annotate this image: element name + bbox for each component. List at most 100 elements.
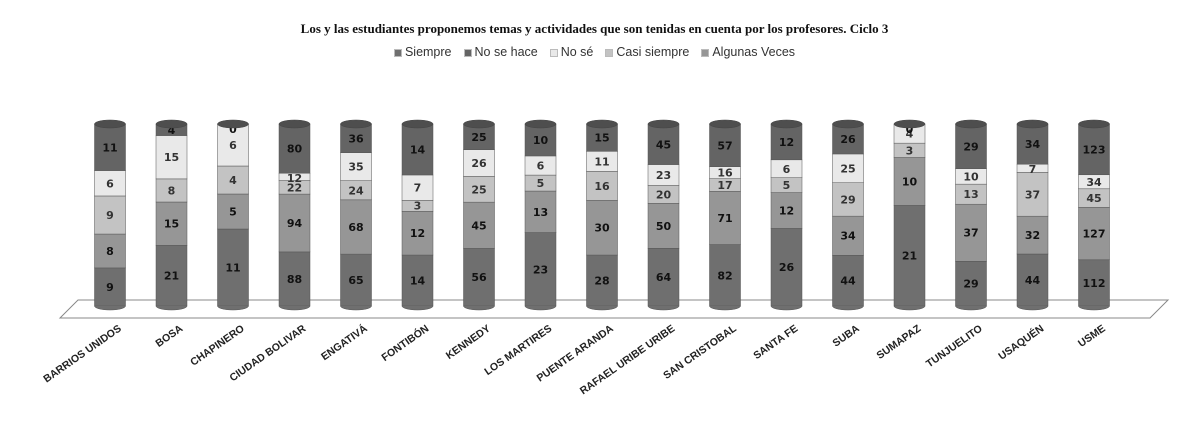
legend-item-no-se: No sé — [549, 45, 594, 59]
bar-bosa: 21 15 8 15 4 — [155, 119, 188, 311]
segment-algunas-veces — [217, 193, 249, 230]
data-label: 5 — [783, 179, 791, 192]
data-label: 5 — [537, 177, 545, 190]
data-label: 88 — [287, 273, 302, 286]
segment-siempre — [155, 245, 188, 307]
cylinder-base — [647, 305, 680, 311]
data-label: 4 — [168, 124, 176, 137]
segment-no-se-hace — [463, 123, 495, 150]
cylinder-cap — [1016, 119, 1049, 129]
legend-item-siempre: Siempre — [393, 45, 452, 59]
segment-no-se-hace — [586, 123, 618, 152]
cylinder-base — [463, 305, 495, 311]
segment-no-se — [217, 123, 249, 167]
legend-item-casi-siempre: Casi siempre — [605, 45, 689, 59]
data-label: 30 — [594, 222, 610, 235]
data-label: 28 — [594, 275, 609, 288]
category-label: ENGATIVÁ — [318, 322, 370, 364]
segment-no-se-hace — [647, 123, 680, 165]
segment-siempre — [1016, 253, 1049, 307]
segment-algunas-veces — [647, 203, 680, 249]
segment-no-se — [340, 152, 372, 181]
data-label: 13 — [963, 188, 978, 201]
segment-algunas-veces — [1016, 215, 1049, 255]
segment-no-se-hace — [1016, 123, 1049, 165]
cylinder-base — [340, 305, 372, 311]
bar-usme: 112 127 45 34 123 — [1078, 119, 1110, 311]
category-label: BARRIOS UNIDOS — [41, 323, 123, 386]
data-label: 82 — [717, 269, 732, 282]
data-label: 16 — [594, 180, 610, 193]
data-label: 11 — [225, 262, 240, 275]
legend-swatch — [605, 48, 614, 57]
data-label: 11 — [102, 141, 117, 154]
data-label: 4 — [906, 128, 914, 141]
segment-casi-siempre — [586, 171, 618, 201]
cylinder-cap — [524, 119, 557, 129]
segment-siempre — [94, 267, 126, 307]
data-label: 17 — [717, 179, 732, 192]
bar-engativa: 65 68 24 35 36 — [340, 119, 372, 311]
legend-label: No sé — [560, 45, 594, 59]
cylinder-base — [770, 305, 803, 311]
data-label: 26 — [840, 133, 856, 146]
data-label: 68 — [348, 221, 363, 234]
data-label: 34 — [840, 230, 856, 243]
segment-algunas-veces — [463, 201, 495, 249]
data-label: 8 — [106, 245, 114, 258]
legend-swatch — [549, 48, 558, 57]
data-label: 9 — [106, 281, 114, 294]
data-label: 6 — [537, 160, 545, 173]
data-label: 94 — [287, 217, 303, 230]
data-label: 7 — [414, 182, 422, 195]
segment-siempre — [340, 253, 372, 307]
segment-siempre — [647, 248, 680, 307]
data-label: 50 — [656, 220, 672, 233]
category-label: SUMAPAZ — [874, 322, 923, 361]
data-label: 29 — [840, 193, 855, 206]
cylinder-cap — [340, 119, 372, 129]
segment-no-se — [832, 153, 864, 183]
data-label: 10 — [533, 134, 549, 147]
data-label: 11 — [594, 155, 609, 168]
segment-no-se-hace — [401, 123, 434, 176]
segment-algunas-veces — [955, 203, 987, 262]
chart-floor — [58, 299, 1170, 319]
data-label: 29 — [963, 140, 978, 153]
cylinder-cap — [401, 119, 434, 129]
legend-label: No se hace — [474, 45, 538, 59]
data-label: 21 — [164, 270, 179, 283]
segment-no-se-hace — [278, 123, 311, 174]
segment-algunas-veces — [278, 193, 311, 253]
data-label: 71 — [717, 212, 732, 225]
data-label: 3 — [906, 144, 914, 157]
cylinder-cap — [709, 119, 741, 129]
cylinder-base — [94, 305, 126, 311]
category-label: TUNJUELITO — [924, 323, 985, 371]
data-label: 80 — [287, 143, 303, 156]
data-label: 23 — [656, 169, 671, 182]
data-label: 26 — [779, 261, 795, 274]
cylinder-cap — [586, 119, 618, 129]
data-label: 8 — [168, 184, 176, 197]
data-label: 65 — [348, 274, 363, 287]
segment-no-se — [155, 135, 188, 180]
cylinder-base — [955, 305, 987, 311]
data-label: 37 — [1025, 188, 1040, 201]
segment-casi-siempre — [217, 165, 249, 195]
data-label: 0 — [229, 123, 237, 136]
cylinder-cap — [832, 119, 864, 129]
data-label: 45 — [656, 138, 671, 151]
bar-kennedy: 56 45 25 26 25 — [463, 119, 495, 311]
bar-sumapaz: 21 10 3 40 — [893, 119, 926, 311]
legend-swatch — [463, 48, 472, 57]
cylinder-cap — [463, 119, 495, 129]
data-label: 25 — [471, 183, 486, 196]
cylinder-cap — [893, 119, 926, 129]
chart-title: Los y las estudiantes proponemos temas y… — [300, 21, 889, 36]
data-label: 7 — [1029, 163, 1037, 176]
cylinder-base — [401, 305, 434, 311]
cylinder-base — [1078, 305, 1110, 311]
